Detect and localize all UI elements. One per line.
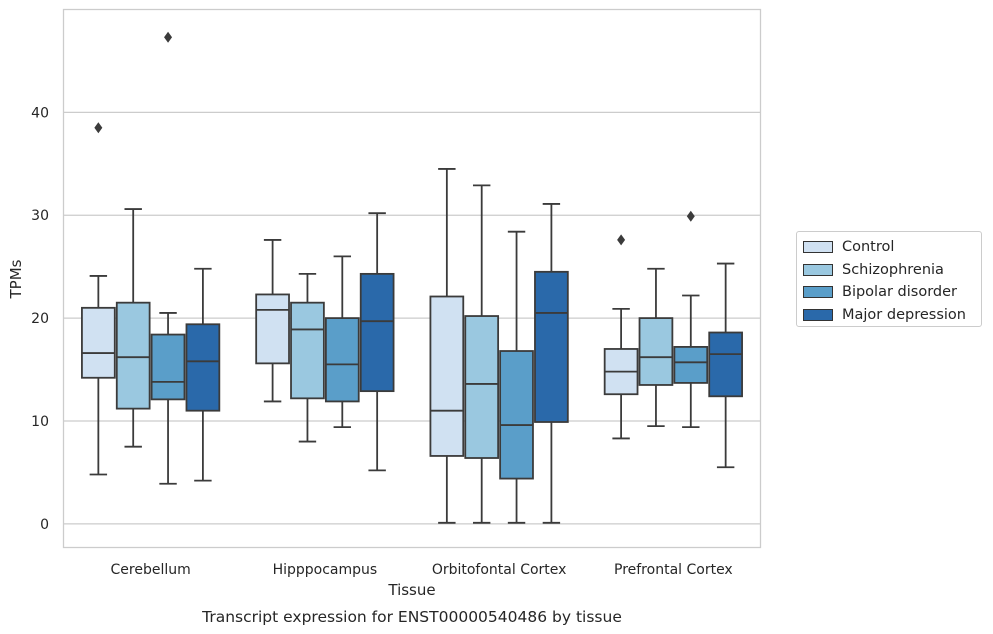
outlier-point bbox=[617, 234, 626, 246]
box-schizophrenia bbox=[464, 184, 500, 524]
box-iqr bbox=[534, 270, 569, 423]
legend-item: Bipolar disorder bbox=[803, 281, 981, 304]
box-iqr bbox=[638, 317, 674, 386]
outlier-point bbox=[94, 122, 103, 134]
box-iqr bbox=[290, 301, 325, 400]
boxes bbox=[81, 31, 743, 524]
box-bipolar-disorder bbox=[499, 230, 534, 524]
box-iqr bbox=[359, 272, 395, 393]
outlier-point bbox=[686, 210, 695, 222]
box-major-depression bbox=[534, 203, 569, 524]
box-schizophrenia bbox=[290, 272, 325, 443]
box-major-depression bbox=[708, 262, 743, 469]
box-major-depression bbox=[359, 212, 395, 472]
x-tick-label: Orbitofontal Cortex bbox=[432, 562, 567, 578]
box-bipolar-disorder bbox=[673, 210, 709, 429]
box-iqr bbox=[81, 306, 116, 379]
legend-swatch bbox=[803, 241, 833, 254]
y-tick-labels: 0 10 20 30 40 bbox=[31, 105, 49, 532]
box-bipolar-disorder bbox=[150, 31, 186, 485]
box-control bbox=[81, 122, 116, 476]
chart-caption: Transcript expression for ENST0000054048… bbox=[201, 608, 622, 626]
x-tick-label: Hipppocampus bbox=[273, 562, 378, 578]
box-iqr bbox=[464, 315, 500, 459]
box-iqr bbox=[673, 346, 709, 384]
legend-label: Bipolar disorder bbox=[842, 284, 957, 301]
x-tick-label: Prefrontal Cortex bbox=[614, 562, 733, 578]
box-iqr bbox=[255, 293, 290, 365]
box-iqr bbox=[150, 333, 186, 401]
x-axis-label: Tissue bbox=[387, 581, 435, 599]
box-schizophrenia bbox=[115, 208, 151, 448]
y-tick-label: 40 bbox=[31, 105, 49, 121]
chart-legend: Control Schizophrenia Bipolar disorder Majo… bbox=[796, 231, 982, 327]
outlier-point bbox=[164, 31, 173, 43]
box-iqr bbox=[115, 301, 151, 410]
box-iqr bbox=[499, 350, 534, 480]
box-schizophrenia bbox=[638, 267, 674, 428]
legend-swatch bbox=[803, 308, 833, 321]
legend-label: Schizophrenia bbox=[842, 261, 944, 278]
legend-swatch bbox=[803, 286, 833, 299]
y-tick-label: 20 bbox=[31, 311, 49, 327]
box-control bbox=[429, 168, 465, 524]
box-iqr bbox=[429, 295, 465, 457]
box-iqr bbox=[185, 323, 221, 412]
legend-item: Major depression bbox=[803, 304, 981, 327]
legend-label: Major depression bbox=[842, 306, 966, 323]
box-control bbox=[255, 239, 290, 403]
box-major-depression bbox=[185, 267, 221, 482]
y-tick-label: 30 bbox=[31, 208, 49, 224]
legend-item: Control bbox=[803, 236, 981, 259]
y-axis-label: TPMs bbox=[7, 259, 25, 299]
legend-label: Control bbox=[842, 239, 895, 256]
y-tick-label: 10 bbox=[31, 414, 49, 430]
y-tick-label: 0 bbox=[40, 517, 49, 533]
grid-lines bbox=[63, 111, 761, 525]
legend-item: Schizophrenia bbox=[803, 259, 981, 282]
x-tick-labels: Cerebellum Hipppocampus Orbitofontal Corte… bbox=[111, 562, 733, 578]
legend-swatch bbox=[803, 263, 833, 276]
box-iqr bbox=[708, 331, 743, 398]
box-iqr bbox=[324, 317, 360, 403]
x-tick-label: Cerebellum bbox=[111, 562, 191, 578]
box-control bbox=[603, 234, 639, 440]
box-bipolar-disorder bbox=[324, 255, 360, 429]
plot-area-frame bbox=[62, 8, 762, 549]
